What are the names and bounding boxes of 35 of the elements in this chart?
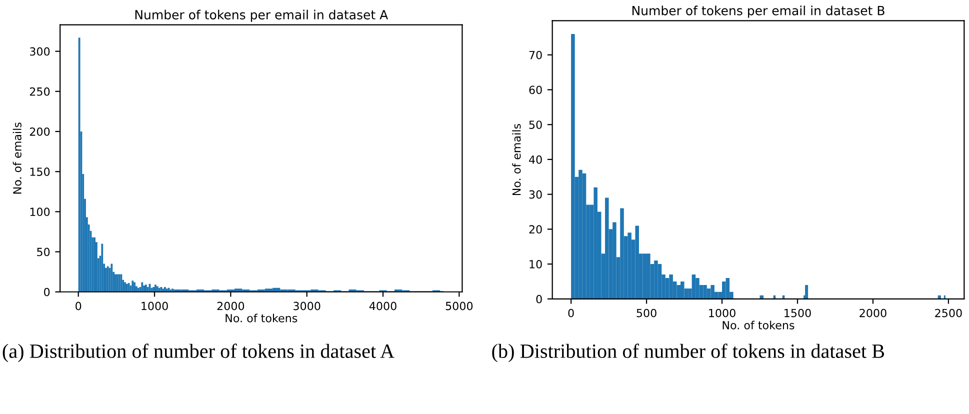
y-tick-label: 70 bbox=[529, 50, 542, 60]
y-axis-title: No. of emails bbox=[12, 122, 22, 194]
y-tick-label: 250 bbox=[30, 87, 50, 96]
y-tick-label: 0 bbox=[44, 288, 50, 296]
x-tick-label: 1000 bbox=[709, 308, 736, 318]
y-axis-title: No. of emails bbox=[512, 124, 521, 196]
text: (a) Distribution of number of tokens in dataset A bbox=[2, 344, 394, 362]
x-axis-title: No. of tokens bbox=[722, 320, 794, 330]
y-tick-label: 50 bbox=[37, 248, 50, 256]
y-tick-label: 150 bbox=[30, 168, 50, 176]
y-tick-label: 20 bbox=[529, 225, 542, 234]
x-tick-label: 0 bbox=[76, 302, 82, 310]
chart-title: Number of tokens per email in dataset B bbox=[632, 6, 884, 18]
y-tick-label: 300 bbox=[30, 47, 50, 56]
x-tick-label: 500 bbox=[636, 308, 656, 318]
x-tick-label: 3000 bbox=[294, 302, 320, 310]
x-tick-label: 4000 bbox=[369, 302, 396, 310]
x-tick-label: 2000 bbox=[217, 302, 244, 310]
chart-title: Number of tokens per email in dataset A bbox=[135, 10, 388, 22]
y-tick-label: 10 bbox=[530, 260, 542, 268]
x-tick-label: 1000 bbox=[142, 302, 168, 310]
y-tick-label: 60 bbox=[529, 86, 542, 94]
y-tick-label: 50 bbox=[529, 120, 542, 129]
x-tick-label: 5000 bbox=[446, 302, 473, 310]
y-tick-label: 100 bbox=[30, 208, 50, 216]
x-tick-label: 2000 bbox=[860, 308, 886, 318]
x-axis-title: No. of tokens bbox=[226, 314, 298, 322]
text: (b) Distribution of number of tokens in dataset B bbox=[492, 344, 884, 362]
x-tick-label: 0 bbox=[568, 308, 574, 318]
x-tick-label: 2500 bbox=[935, 308, 962, 318]
y-tick-label: 0 bbox=[536, 294, 542, 304]
y-tick-label: 40 bbox=[529, 155, 542, 164]
x-tick-label: 1500 bbox=[784, 308, 811, 318]
y-tick-label: 30 bbox=[529, 190, 542, 199]
y-tick-label: 200 bbox=[30, 127, 50, 136]
